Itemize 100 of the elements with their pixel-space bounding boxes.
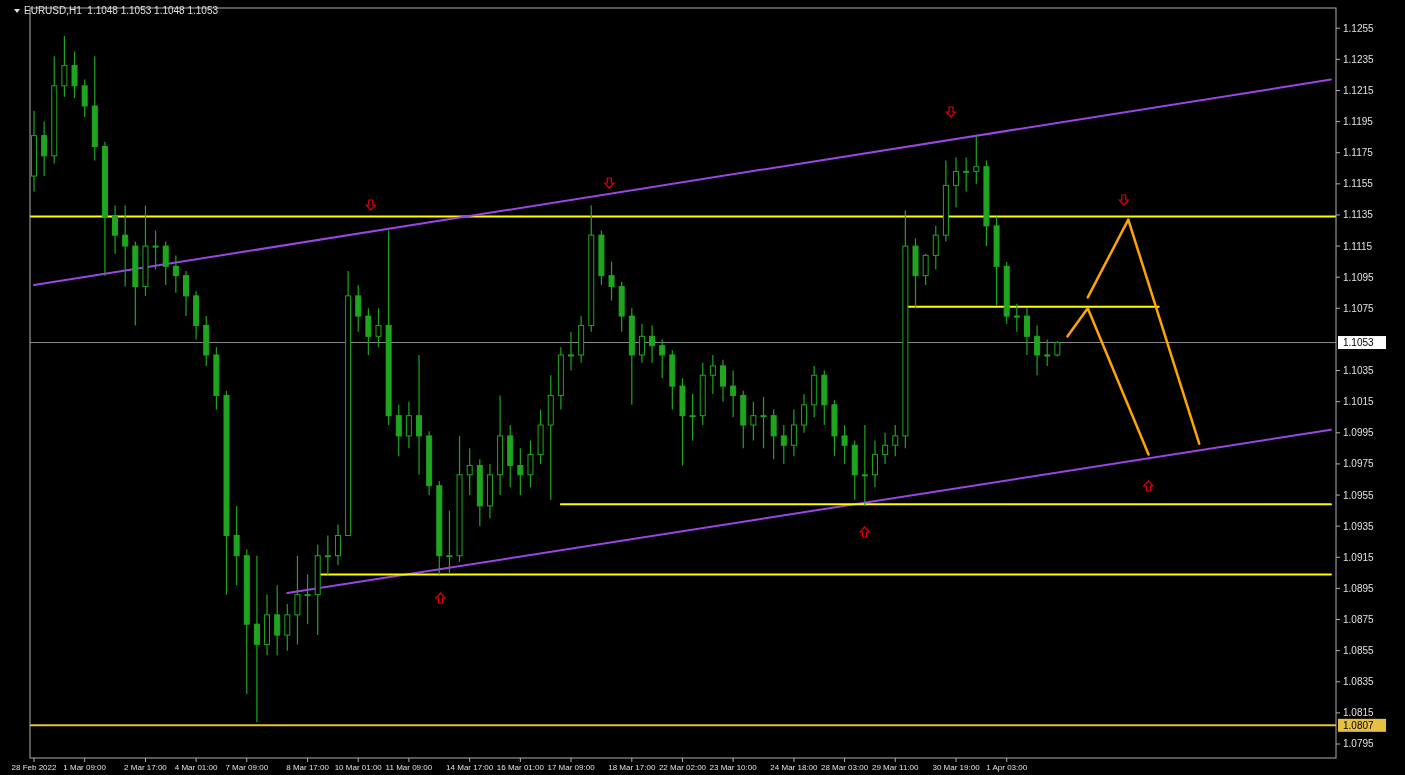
candlestick: [466, 447, 473, 496]
y-tick-label: 1.1155: [1343, 178, 1374, 190]
candlestick: [334, 524, 341, 566]
candlestick: [750, 401, 757, 442]
candlestick: [233, 505, 240, 586]
candlestick: [841, 424, 848, 465]
candlestick: [659, 338, 666, 379]
y-tick-label: 1.0975: [1343, 458, 1375, 470]
x-tick-label: 7 Mar 09:00: [225, 763, 269, 772]
candlestick: [638, 323, 645, 364]
candlestick: [324, 534, 331, 575]
x-tick-label: 11 Mar 09:00: [385, 763, 433, 772]
y-tick-label: 1.0955: [1343, 489, 1375, 501]
candlestick: [780, 424, 787, 465]
y-tick-label: 1.0835: [1343, 676, 1375, 688]
candlestick: [355, 284, 362, 333]
candlestick: [284, 603, 291, 652]
candlestick: [871, 439, 878, 488]
y-tick-label: 1.0795: [1343, 738, 1375, 750]
candlestick: [689, 393, 696, 442]
y-tick-label: 1.0875: [1343, 614, 1375, 626]
x-tick-label: 22 Mar 02:00: [658, 763, 707, 772]
candlestick: [720, 359, 726, 403]
candlestick: [395, 404, 402, 457]
candlestick: [41, 120, 48, 177]
candlestick: [253, 555, 260, 723]
y-tick-label: 1.0995: [1343, 427, 1375, 439]
candlestick: [608, 261, 615, 302]
y-tick-label: 1.0855: [1343, 645, 1375, 657]
candlestick: [730, 369, 737, 418]
y-tick-label: 1.1135: [1343, 209, 1374, 221]
candlestick: [790, 408, 797, 457]
y-tick-label: 1.0915: [1343, 551, 1375, 563]
candlestick: [922, 253, 929, 286]
candlestick: [365, 307, 372, 356]
x-tick-label: 2 Mar 17:00: [124, 763, 168, 772]
x-tick-label: 1 Apr 03:00: [986, 763, 1028, 772]
y-tick-label: 1.1035: [1343, 365, 1375, 377]
y-tick-label: 1.1215: [1343, 84, 1375, 96]
x-tick-label: 28 Mar 03:00: [821, 763, 869, 772]
y-tick-label: 1.1195: [1343, 116, 1374, 128]
ref-line-label: 1.0807: [1343, 719, 1375, 731]
x-tick-label: 29 Mar 11:00: [871, 763, 920, 772]
x-tick-label: 8 Mar 17:00: [286, 763, 330, 772]
candlestick: [882, 432, 889, 465]
candlestick: [71, 50, 78, 99]
x-tick-label: 17 Mar 09:00: [547, 763, 596, 772]
candlestick: [375, 307, 382, 348]
candlestick: [709, 354, 716, 395]
candlestick: [973, 134, 980, 185]
candlestick: [953, 156, 960, 208]
y-tick-label: 1.1255: [1343, 22, 1375, 34]
y-tick-label: 1.1175: [1343, 147, 1374, 159]
candlestick: [963, 156, 970, 193]
candlestick: [405, 401, 412, 449]
candlestick: [801, 393, 808, 434]
candlestick: [1013, 303, 1020, 333]
candlestick: [172, 254, 179, 294]
candlestick: [162, 240, 169, 286]
candlestick: [61, 35, 68, 98]
candlestick: [294, 555, 301, 646]
candlestick: [568, 331, 575, 372]
candlestick: [527, 439, 534, 488]
y-tick-label: 1.1015: [1343, 396, 1375, 408]
candlestick: [274, 584, 281, 656]
y-tick-label: 1.1075: [1343, 302, 1375, 314]
y-tick-label: 1.1235: [1343, 53, 1375, 65]
candlestick: [81, 78, 88, 118]
x-tick-label: 1 Mar 09:00: [63, 763, 107, 772]
candlestick: [861, 424, 868, 507]
candlestick: [446, 509, 453, 574]
x-tick-label: 10 Mar 01:00: [334, 763, 383, 772]
x-tick-label: 14 Mar 17:00: [446, 763, 494, 772]
y-tick-label: 1.0935: [1343, 520, 1375, 532]
candlestick: [1034, 324, 1041, 376]
candlestick: [1023, 307, 1030, 356]
candlestick: [112, 205, 119, 255]
y-tick-label: 1.1095: [1343, 271, 1375, 283]
candlestick: [416, 354, 423, 476]
x-tick-label: 24 Mar 18:00: [770, 763, 819, 772]
x-tick-label: 28 Feb 2022: [11, 763, 58, 772]
candlestick: [892, 424, 899, 457]
chart-title: EURUSD,H1 1.1048 1.1053 1.1048 1.1053: [24, 5, 219, 16]
candlestick: [517, 447, 524, 496]
candlestick: [182, 270, 189, 317]
y-tick-label: 1.0815: [1343, 707, 1375, 719]
x-tick-label: 4 Mar 01:00: [174, 763, 219, 772]
candlestick: [152, 229, 159, 271]
x-tick-label: 18 Mar 17:00: [608, 763, 656, 772]
candlestick: [304, 573, 311, 625]
candlestick: [649, 324, 656, 364]
y-tick-label: 1.0895: [1343, 582, 1375, 594]
candlestick: [122, 205, 129, 288]
x-tick-label: 30 Mar 19:00: [932, 763, 981, 772]
x-tick-label: 23 Mar 10:00: [709, 763, 758, 772]
ref-line-label: 1.1053: [1343, 337, 1375, 349]
candlestick: [1044, 338, 1051, 367]
y-tick-label: 1.1115: [1343, 240, 1373, 252]
candlestick: [770, 408, 777, 460]
candlestick: [932, 225, 939, 271]
